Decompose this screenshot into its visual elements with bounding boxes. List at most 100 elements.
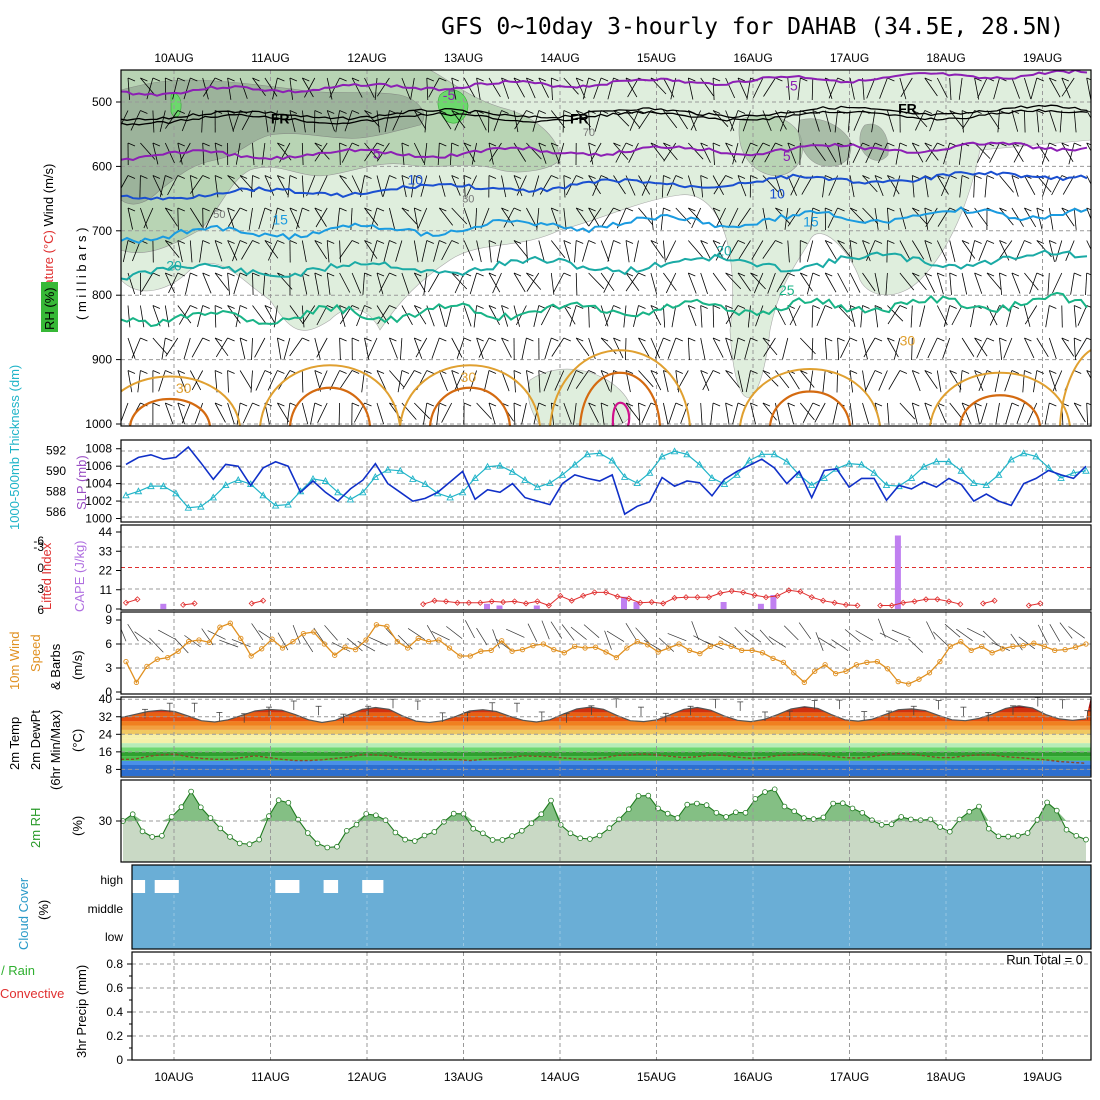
wind-barb-flag [463, 337, 472, 342]
wind-barb-flag [650, 305, 659, 309]
wind-barb-flag [127, 175, 136, 179]
wind-barb [501, 305, 509, 327]
wind-barb-flag [737, 272, 746, 277]
wind-barb-flag [364, 272, 372, 277]
wind-barb [563, 305, 576, 325]
wind-barb [339, 175, 354, 194]
lifted-index-line [251, 600, 264, 604]
wind10m-speed-marker [446, 645, 453, 651]
wind-barb-flag [700, 305, 708, 309]
date-tick-bottom: 15AUG [637, 1070, 676, 1084]
wind10m-speed-marker [1031, 640, 1037, 646]
wind-barb-flag [214, 337, 223, 342]
wind-barb [382, 175, 390, 197]
wind-barb [476, 77, 481, 100]
wind-barb [600, 402, 605, 425]
wind-barb-flag [1011, 110, 1020, 114]
wind-barb-flag [501, 305, 509, 309]
wind-barb [413, 142, 425, 163]
wind-barb [1052, 370, 1063, 391]
wind-barb [389, 337, 398, 359]
wind-barb [121, 110, 129, 126]
wind-barb [227, 402, 235, 425]
thickness-marker [209, 493, 218, 501]
wind-barb-flag [563, 337, 571, 342]
wind-barb-flag [576, 305, 584, 309]
rh2m-marker [207, 815, 214, 821]
wind10m-speed-marker [352, 646, 359, 653]
thickness-marker [471, 473, 479, 481]
wind-barb [924, 370, 938, 389]
wind-barb [779, 110, 789, 132]
wind-barb [1033, 370, 1038, 393]
wind-barb [601, 207, 614, 227]
wind10m-barb [967, 627, 986, 638]
wind-barb [370, 240, 378, 262]
wind-barb [895, 142, 901, 165]
wind-barb [551, 337, 565, 357]
wind-barb [478, 337, 490, 358]
rh-contour-label: 30 [462, 193, 474, 205]
wind-barb [227, 272, 230, 295]
thickness-marker [857, 460, 866, 468]
lifted-index-marker [660, 600, 667, 607]
lifted-index-marker [580, 592, 587, 599]
wind-barb-flag [1074, 370, 1082, 374]
wind-barb [924, 207, 929, 230]
wind-barb [628, 142, 639, 163]
wind-barb-flag [314, 272, 322, 277]
wind-barb-flag [1074, 337, 1082, 342]
wind-barb [925, 207, 938, 228]
wind-barb-flag [986, 175, 995, 179]
rh2m-marker [392, 829, 399, 836]
wind-barb [214, 272, 229, 291]
wind-barb [1044, 402, 1050, 425]
wind-barb [438, 207, 454, 226]
wind-barb-flag [439, 337, 447, 342]
wind10m-speed-marker [1020, 642, 1027, 649]
wind-barb [364, 240, 378, 259]
wind-barb-flag [588, 240, 596, 244]
wind-barb-flag [351, 77, 360, 82]
wind-barb [751, 240, 764, 260]
wind-barb-flag [874, 370, 883, 374]
wind-barb-flag [837, 207, 845, 212]
wind-barb-flag [152, 142, 161, 147]
wind-barb [862, 370, 867, 393]
wind-barb-flag [1049, 370, 1057, 374]
wind-barb [538, 240, 545, 262]
wind10m-speed-marker [895, 678, 901, 685]
wind-barb [615, 142, 627, 163]
wind-barb-flag [376, 142, 385, 147]
wind-barb-flag [675, 402, 683, 407]
rh2m-marker [762, 789, 768, 795]
date-tick-bottom: 19AUG [1023, 1070, 1062, 1084]
temperature-color-band [121, 725, 1091, 730]
thickness-marker [758, 450, 766, 458]
wind10m-barb [1037, 624, 1048, 643]
wind-barb [326, 240, 330, 263]
wind-barb-flag [924, 272, 932, 277]
wind-barb [787, 142, 797, 164]
wind-barb-flag [439, 110, 447, 114]
rh2m-marker [820, 814, 827, 821]
wind-barb-flag [1036, 110, 1044, 114]
rh2m-marker [703, 802, 710, 808]
wind-barb-flag [912, 402, 920, 407]
slp-tick: 1000 [85, 512, 112, 526]
wind-barb [1055, 240, 1063, 262]
wind-barb [887, 207, 890, 230]
wind-barb [862, 402, 870, 425]
contour-label: 5 [373, 146, 381, 162]
wind-barb-flag [924, 207, 932, 212]
wind-barb [501, 370, 510, 392]
wind-barb [168, 272, 179, 294]
wind-barb-flag [277, 337, 285, 342]
wind10m-barb [527, 623, 538, 642]
wind-barb-flag [127, 240, 136, 244]
wind-barb [837, 305, 853, 322]
wind-barb-flag [451, 175, 459, 179]
wind-barb [949, 370, 962, 390]
wind-barb [501, 175, 507, 198]
